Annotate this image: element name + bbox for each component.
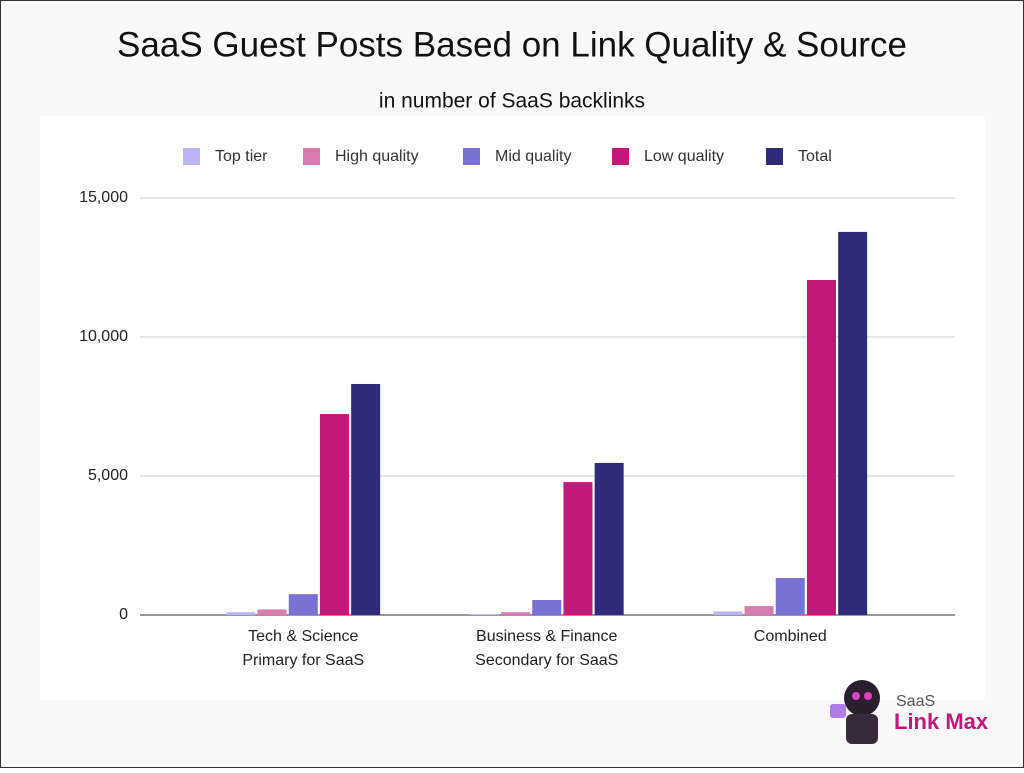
bar (838, 231, 868, 615)
bar (288, 594, 318, 615)
bar (563, 482, 593, 615)
legend-label: High quality (335, 148, 419, 165)
bar (713, 611, 743, 615)
x-tick-label: Tech & Science Primary for SaaS (242, 628, 364, 669)
bar (351, 383, 381, 615)
bar (806, 280, 836, 615)
legend-swatch (303, 148, 320, 165)
legend-swatch (183, 148, 200, 165)
legend-label: Total (798, 148, 832, 165)
chart-title: SaaS Guest Posts Based on Link Quality &… (117, 25, 907, 64)
y-tick-label: 15,000 (79, 189, 128, 206)
legend-label: Mid quality (495, 148, 571, 165)
x-tick-label: Combined (754, 628, 827, 645)
bar (594, 462, 624, 615)
legend-swatch (463, 148, 480, 165)
bar (775, 578, 805, 615)
y-tick-label: 5,000 (88, 467, 128, 484)
bar (744, 606, 774, 615)
bar (319, 414, 349, 615)
chart-subtitle: in number of SaaS backlinks (379, 90, 645, 113)
logo-text: SaaS (896, 693, 935, 710)
legend-label: Top tier (215, 148, 268, 165)
bar (532, 599, 562, 615)
legend-swatch (766, 148, 783, 165)
y-tick-label: 10,000 (79, 328, 128, 345)
bar (226, 612, 256, 615)
logo-text: Link Max (894, 709, 989, 734)
logo-icon (830, 680, 880, 744)
bar (469, 614, 499, 615)
legend-label: Low quality (644, 148, 724, 165)
y-tick-label: 0 (119, 606, 128, 623)
x-tick-label: Business & Finance Secondary for SaaS (475, 628, 618, 669)
bar (257, 609, 287, 615)
legend-swatch (612, 148, 629, 165)
bar (501, 612, 531, 615)
